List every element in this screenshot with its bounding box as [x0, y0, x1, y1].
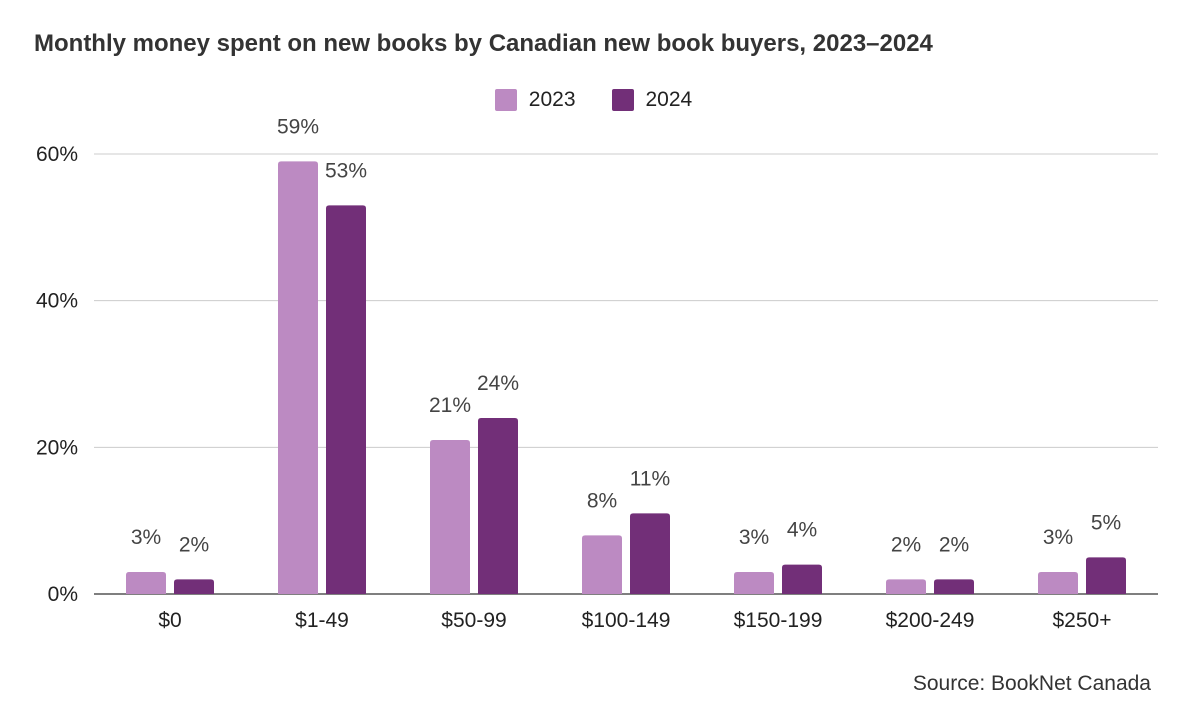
y-tick-label: 40% [36, 290, 78, 313]
bar-2023 [278, 161, 318, 595]
bar-2023 [582, 535, 622, 594]
bar-2024 [630, 513, 670, 594]
data-label: 3% [1043, 526, 1073, 549]
bar-2024 [782, 564, 822, 594]
bar-2024 [478, 418, 518, 594]
data-label: 53% [325, 159, 367, 182]
data-label: 8% [587, 489, 617, 512]
x-tick-label: $250+ [1053, 609, 1112, 632]
x-tick-label: $100-149 [582, 609, 671, 632]
y-tick-label: 20% [36, 436, 78, 459]
y-tick-label: 60% [36, 143, 78, 166]
legend-item-2024[interactable]: 2024 [611, 88, 693, 112]
data-label: 24% [477, 372, 519, 395]
bar-2023 [126, 572, 166, 594]
bar-2023 [886, 579, 926, 594]
data-label: 5% [1091, 511, 1121, 534]
x-tick-label: $150-199 [734, 609, 823, 632]
x-tick-label: $1-49 [295, 609, 349, 632]
data-label: 4% [787, 519, 817, 542]
data-label: 2% [939, 533, 969, 556]
data-label: 21% [429, 394, 471, 417]
chart-title: Monthly money spent on new books by Cana… [34, 30, 933, 57]
bar-2024 [1086, 557, 1126, 594]
x-tick-label: $200-249 [886, 609, 975, 632]
bar-2023 [430, 440, 470, 594]
legend-swatch-2024 [611, 89, 634, 111]
legend-label-2024: 2024 [645, 88, 693, 111]
data-label: 3% [131, 526, 161, 549]
legend-label-2023: 2023 [528, 88, 576, 111]
data-label: 11% [630, 467, 670, 490]
bar-2023 [734, 572, 774, 594]
data-label: 3% [739, 526, 769, 549]
x-tick-label: $50-99 [441, 609, 506, 632]
x-tick-label: $0 [158, 609, 181, 632]
legend-swatch-2023 [494, 89, 517, 111]
bar-2024 [174, 579, 214, 594]
legend: 2023 2024 [0, 88, 1187, 112]
data-label: 59% [277, 115, 319, 138]
bar-2023 [1038, 572, 1078, 594]
data-label: 2% [179, 533, 209, 556]
data-label: 2% [891, 533, 921, 556]
bar-2024 [326, 205, 366, 595]
source-note: Source: BookNet Canada [912, 672, 1151, 695]
legend-item-2023[interactable]: 2023 [494, 88, 576, 112]
bar-2024 [934, 579, 974, 594]
y-tick-label: 0% [48, 583, 78, 606]
